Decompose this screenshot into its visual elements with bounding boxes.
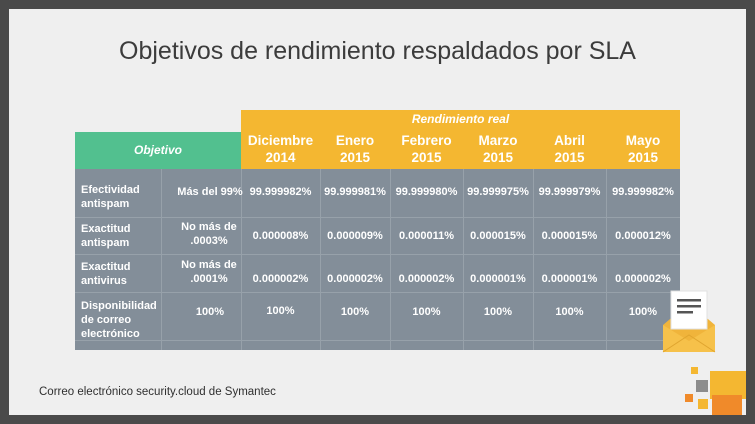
month-header: Mayo 2015 (606, 128, 680, 169)
month-year: 2015 (482, 150, 514, 165)
table-cell: 0.000001% (470, 273, 526, 285)
month-header: Enero 2015 (320, 128, 390, 169)
table-cell: 99.999982% (612, 186, 674, 198)
month-name: Abril (554, 133, 585, 148)
table-cell: 99.999980% (395, 186, 458, 198)
column-divider (606, 169, 607, 350)
table-cell: 99.999982% (249, 186, 312, 198)
row-divider (75, 217, 680, 218)
month-year: 2014 (265, 150, 296, 165)
table-cell: 99.999979% (538, 186, 601, 198)
row-divider (75, 254, 680, 255)
month-header: Diciembre 2014 (241, 128, 320, 169)
table-cell: 0.000002% (398, 273, 455, 285)
month-name: Febrero (401, 133, 452, 148)
month-name: Enero (335, 133, 375, 148)
month-header: Febrero 2015 (390, 128, 463, 169)
slide: Objetivos de rendimiento respaldados por… (9, 9, 746, 415)
envelope-icon (662, 290, 716, 353)
objective-value: 100% (195, 306, 225, 318)
table-cell: 0.000015% (470, 230, 526, 242)
table-cell: 0.000001% (541, 273, 598, 285)
month-name: Diciembre (247, 133, 314, 148)
table-cell: 100% (266, 305, 295, 317)
table-cell: 100% (555, 306, 584, 318)
table-cell: 0.000012% (615, 230, 671, 242)
table-cell: 99.999981% (324, 186, 386, 198)
column-divider (533, 169, 534, 350)
table-cell: 100% (340, 306, 370, 318)
table-cell: 99.999975% (467, 186, 529, 198)
month-year: 2015 (411, 150, 442, 165)
table-cell: 0.000008% (252, 230, 309, 242)
slide-title: Objetivos de rendimiento respaldados por… (119, 37, 636, 65)
column-divider (390, 169, 391, 350)
metric-label: Exactitud antivirus (81, 261, 131, 287)
table-cell: 0.000015% (541, 230, 598, 242)
month-year: 2015 (339, 150, 371, 165)
metric-label: Exactitud antispam (81, 223, 131, 249)
table-cell: 100% (412, 306, 441, 318)
month-year: 2015 (627, 150, 659, 165)
table-cell: 0.000002% (327, 273, 383, 285)
column-divider (463, 169, 464, 350)
table-cell: 0.000002% (252, 273, 309, 285)
table-cell: 0.000002% (615, 273, 671, 285)
footer-caption: Correo electrónico security.cloud de Sym… (39, 386, 276, 398)
month-header: Marzo 2015 (463, 128, 533, 169)
month-name: Marzo (478, 133, 518, 148)
column-divider (320, 169, 321, 350)
row-divider (75, 292, 680, 293)
row-divider (75, 340, 680, 341)
table-cell: 100% (483, 306, 513, 318)
table-cell: 100% (628, 306, 658, 318)
table-body (75, 169, 680, 350)
objective-value: Más del 99% (177, 186, 243, 198)
month-name: Mayo (625, 133, 661, 148)
table-cell: 0.000009% (327, 230, 383, 242)
metric-label: Disponibilidad de correo electrónico (81, 300, 157, 340)
metric-label: Efectividad antispam (81, 184, 140, 210)
actual-performance-header: Rendimiento real (241, 110, 680, 128)
table-cell: 0.000011% (398, 230, 455, 242)
objective-value: No más de .0001% (181, 259, 237, 285)
month-year: 2015 (554, 150, 585, 165)
objective-value: No más de .0003% (181, 221, 237, 247)
month-header: Abril 2015 (533, 128, 606, 169)
column-divider (161, 169, 162, 350)
objective-header: Objetivo (75, 132, 241, 169)
column-divider (241, 169, 242, 350)
